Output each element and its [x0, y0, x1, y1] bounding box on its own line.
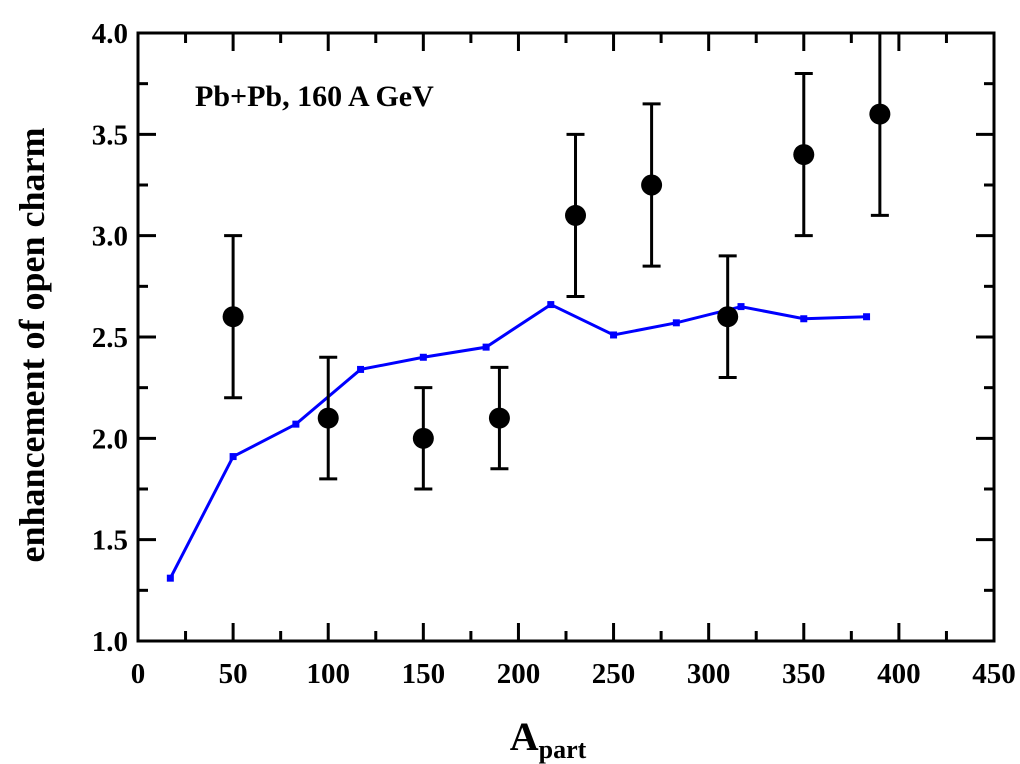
x-tick-label: 0	[131, 658, 146, 690]
model-marker	[357, 365, 365, 373]
data-point	[869, 103, 891, 125]
x-tick-label: 450	[972, 658, 1016, 690]
model-marker	[229, 453, 237, 461]
y-tick-label: 1.0	[92, 626, 128, 658]
measurement-points	[222, 33, 891, 491]
data-point	[641, 174, 663, 196]
y-tick-label: 3.5	[92, 119, 128, 151]
x-tick-label: 400	[877, 658, 921, 690]
model-marker	[863, 313, 871, 321]
x-tick-label: 250	[592, 658, 636, 690]
plot-frame	[136, 31, 996, 643]
data-point	[793, 144, 815, 166]
x-tick-label: 100	[306, 658, 350, 690]
model-marker	[800, 315, 808, 323]
y-axis-title: enhancement of open charm	[12, 128, 52, 563]
model-marker	[547, 301, 555, 309]
model-marker	[292, 420, 300, 428]
data-point	[317, 407, 339, 429]
model-marker	[737, 303, 745, 311]
axes	[136, 31, 996, 643]
x-tick-label: 200	[497, 658, 541, 690]
x-tick-label: 50	[219, 658, 248, 690]
x-tick-label: 350	[782, 658, 826, 690]
x-axis-title: Apart	[510, 714, 587, 764]
system-annotation: Pb+Pb, 160 A GeV	[195, 80, 434, 113]
model-line	[169, 302, 867, 579]
y-tick-label: 3.0	[92, 221, 128, 253]
y-tick-label: 2.0	[92, 423, 128, 455]
model-marker	[419, 353, 427, 361]
data-point	[565, 204, 587, 226]
x-axis-title-main: A	[510, 714, 539, 759]
y-tick-label: 2.5	[92, 322, 128, 354]
data-point	[222, 306, 244, 328]
data-point	[412, 427, 434, 449]
y-tick-label: 1.5	[92, 525, 128, 557]
y-tick-label: 4.0	[92, 18, 128, 50]
x-axis-title-subscript: part	[539, 735, 587, 764]
model-marker	[672, 319, 680, 327]
x-tick-label: 150	[402, 658, 446, 690]
model-marker	[610, 331, 618, 339]
x-axis-tick-labels: 0 50 100 150 200 250 300 350 400 450	[131, 658, 1016, 690]
data-point	[717, 306, 739, 328]
y-axis-tick-labels: 1.0 1.5 2.0 2.5 3.0 3.5 4.0	[92, 18, 128, 658]
data-point	[488, 407, 510, 429]
model-curve	[166, 301, 871, 582]
model-marker	[166, 574, 174, 582]
x-tick-label: 300	[687, 658, 731, 690]
model-marker	[482, 343, 490, 351]
